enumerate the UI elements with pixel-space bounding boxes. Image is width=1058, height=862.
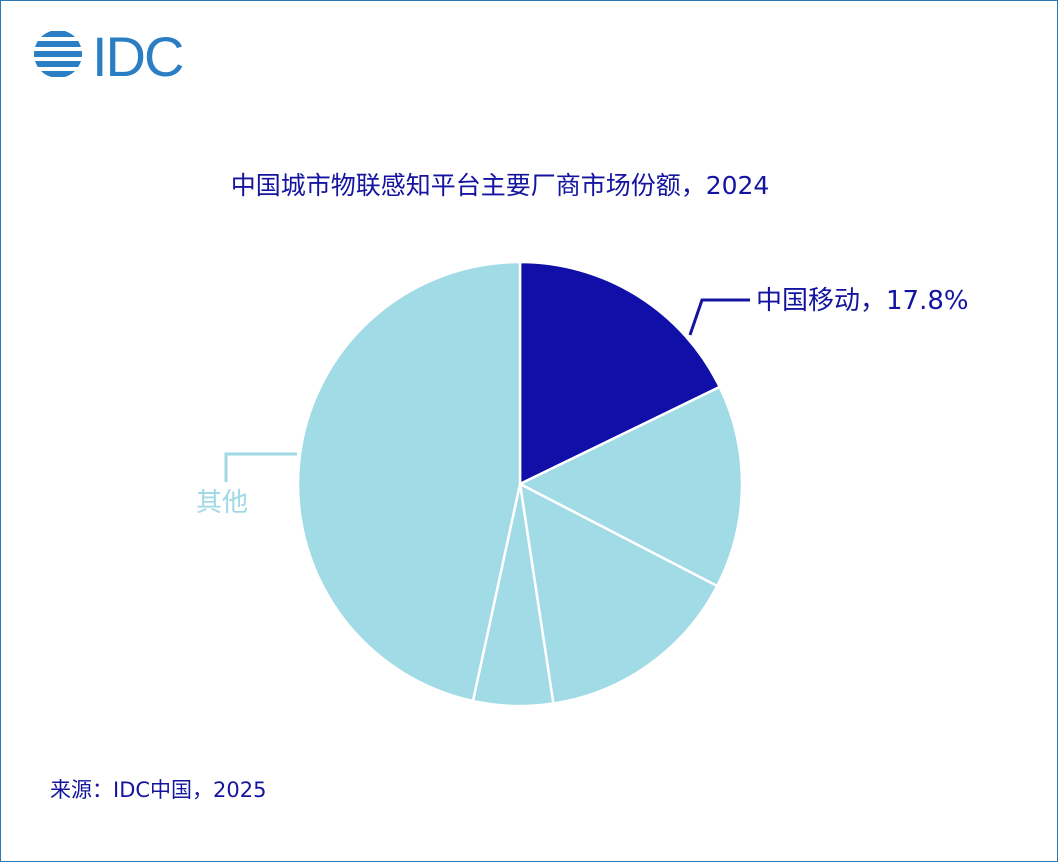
pie-slice-1 [518,260,722,486]
idc-logo: IDC [34,24,214,88]
idc-logo-graphic: IDC [34,25,185,88]
pie-slice-2 [517,385,744,588]
leader-line-other [224,452,297,482]
chart-title: 中国城市物联感知平台主要厂商市场份额，2024 [230,171,770,200]
source-note: 来源：IDC中国，2025 [50,778,267,802]
slice-label-other: 其他 [196,488,248,518]
logo-text: IDC [92,25,183,84]
leader-line-primary [688,298,750,336]
pie-slice-3 [518,481,719,705]
slice-label-primary: 中国移动，17.8% [756,286,969,316]
pie-slice-5 [296,260,522,703]
